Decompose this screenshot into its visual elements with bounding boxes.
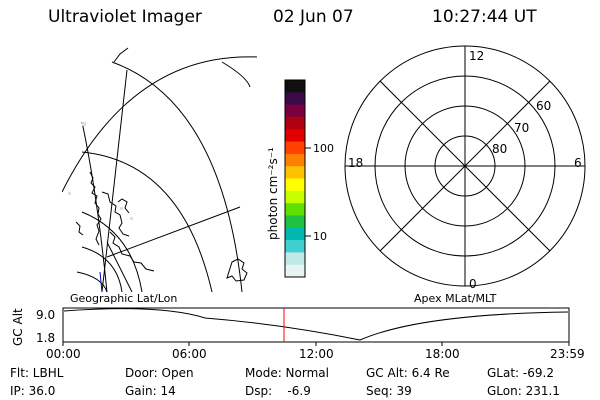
gc-alt-status: GC Alt: 6.4 Re (366, 366, 450, 380)
emission-speck (82, 122, 86, 126)
emission-speck (68, 192, 71, 195)
glat-status: GLat: -69.2 (487, 366, 554, 380)
colorbar-stripe (285, 116, 305, 130)
apex-polar-plot: 12 18 6 0 60 70 80 (344, 45, 586, 291)
altitude-timeline: 9.0 1.8 GC Alt 00:00 06:00 12:00 18:00 2… (11, 307, 585, 361)
lat-arc (111, 61, 243, 292)
coastline (226, 258, 248, 282)
faint-emission (68, 122, 133, 220)
polar-grid (344, 45, 586, 287)
mlt-label-6: 6 (574, 156, 582, 170)
lon-line (106, 241, 133, 292)
colorbar-tick-label: 10 (313, 230, 327, 243)
timeline-frame (62, 307, 570, 343)
lat-arc (76, 271, 108, 292)
x-tick-label: 12:00 (299, 347, 334, 361)
coastline (117, 198, 130, 214)
lat-arc (81, 151, 213, 292)
meridian-line (99, 271, 103, 292)
coastline (109, 231, 155, 272)
colorbar-stripe (285, 215, 305, 229)
colorbar-frame (284, 79, 306, 278)
colorbar-stripes (285, 80, 305, 278)
colorbar-stripe (285, 141, 305, 155)
right-panel-caption: Apex MLat/MLT (414, 292, 497, 305)
lat-arc (62, 56, 258, 193)
mlat-label-60: 60 (536, 99, 551, 113)
colorbar-stripe (285, 264, 305, 278)
mlt-label-12: 12 (469, 49, 484, 63)
colorbar-stripe (285, 153, 305, 167)
lon-line (221, 61, 251, 88)
lat-arc (81, 246, 123, 292)
polar-labels: 12 18 6 0 60 70 80 (348, 49, 582, 291)
colorbar-stripe (285, 129, 305, 143)
seq-status: Seq: 39 (366, 384, 412, 398)
latitude-grid (62, 56, 258, 292)
left-panel-caption: Geographic Lat/Lon (70, 292, 178, 305)
mlat-label-80: 80 (492, 142, 507, 156)
emission-speck (130, 217, 133, 220)
glon-status: GLon: 231.1 (487, 384, 560, 398)
coastline (75, 221, 84, 236)
timeline-labels: 9.0 1.8 GC Alt 00:00 06:00 12:00 18:00 2… (11, 308, 585, 361)
ip-status: IP: 36.0 (10, 384, 56, 398)
lon-line (101, 69, 128, 292)
mlat-label-70: 70 (514, 121, 529, 135)
colorbar-stripe (285, 178, 305, 192)
colorbar-graphic: 100 10 photon cm⁻²s⁻¹ (266, 79, 334, 278)
x-tick-label: 23:59 (550, 347, 585, 361)
gain-status: Gain: 14 (125, 384, 176, 398)
colorbar-stripe (285, 92, 305, 106)
colorbar-units-label: photon cm⁻²s⁻¹ (266, 147, 280, 240)
instrument-title: Ultraviolet Imager (48, 7, 202, 27)
lat-arc (81, 211, 143, 292)
y-tick-label: 1.8 (36, 331, 55, 345)
mlt-label-0: 0 (469, 277, 477, 291)
mlt-diagonal (379, 80, 551, 252)
y-axis-label: GC Alt (11, 308, 25, 346)
door-status: Door: Open (125, 366, 194, 380)
dsp-status: Dsp: -6.9 (245, 384, 311, 398)
colorbar-stripe (285, 104, 305, 118)
colorbar-stripe (285, 80, 305, 93)
time-label: 10:27:44 UT (432, 7, 537, 27)
colorbar-stripe (285, 166, 305, 179)
coastline (113, 47, 129, 63)
colorbar-stripe (285, 203, 305, 216)
mode-status: Mode: Normal (245, 366, 329, 380)
colorbar-stripe (285, 190, 305, 204)
lon-line (106, 206, 241, 258)
timeline-ticks (62, 342, 570, 346)
colorbar-tick-label: 100 (313, 142, 334, 155)
lon-line (81, 121, 108, 292)
mlt-label-18: 18 (348, 156, 363, 170)
altitude-curve (63, 308, 569, 341)
geographic-map (62, 47, 258, 292)
coastline (101, 191, 130, 237)
y-tick-label: 9.0 (36, 308, 55, 322)
x-tick-label: 18:00 (425, 347, 460, 361)
colorbar-stripe (285, 252, 305, 266)
x-tick-label: 06:00 (172, 347, 207, 361)
colorbar: 100 10 photon cm⁻²s⁻¹ (255, 60, 335, 300)
colorbar-stripe (285, 240, 305, 253)
coastlines (75, 47, 248, 282)
x-tick-label: 00:00 (46, 347, 81, 361)
filter-status: Flt: LBHL (10, 366, 64, 380)
coastline (89, 171, 102, 246)
date-label: 02 Jun 07 (273, 7, 354, 27)
colorbar-stripe (285, 227, 305, 241)
emission-speck (120, 207, 123, 210)
longitude-grid (81, 61, 251, 292)
